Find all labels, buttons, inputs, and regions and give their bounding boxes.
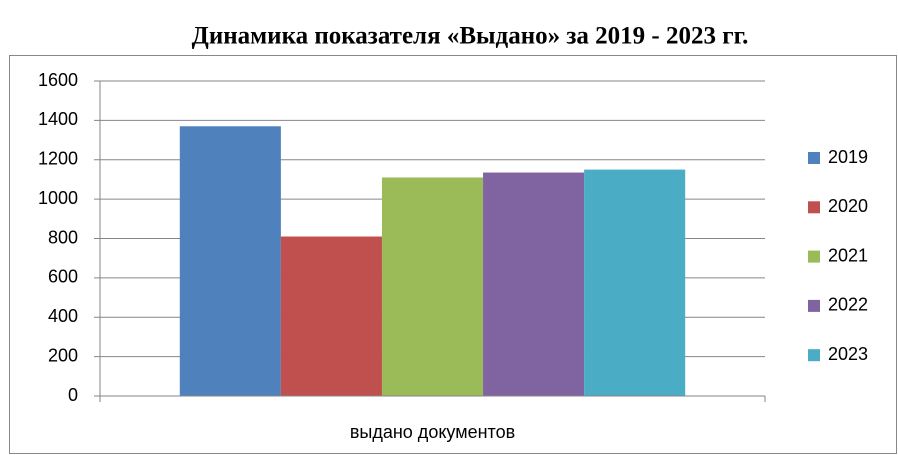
legend-swatch <box>808 201 820 214</box>
y-tick-label: 1200 <box>38 149 78 169</box>
bar <box>179 126 281 396</box>
legend-swatch <box>808 250 820 263</box>
legend-swatch <box>808 349 820 362</box>
y-tick-label: 400 <box>48 306 78 326</box>
legend-swatch <box>808 299 820 312</box>
legend-label: 2019 <box>828 147 868 167</box>
y-tick-label: 200 <box>48 345 78 365</box>
chart-title: Динамика показателя «Выдано» за 2019 - 2… <box>192 23 749 50</box>
y-tick-label: 1600 <box>38 70 78 90</box>
legend-label: 2023 <box>828 344 868 364</box>
y-tick-label: 1000 <box>38 188 78 208</box>
x-tick-label: выдано документов <box>350 422 515 442</box>
legend-label: 2020 <box>828 196 868 216</box>
legend-label: 2022 <box>828 295 868 315</box>
y-tick-label: 800 <box>48 227 78 247</box>
legend-swatch <box>808 152 820 164</box>
bar <box>584 169 686 396</box>
bar <box>280 236 382 396</box>
bar <box>483 172 585 396</box>
y-tick-label: 600 <box>48 267 78 287</box>
legend-label: 2021 <box>828 245 868 265</box>
bar <box>381 177 484 396</box>
y-tick-label: 0 <box>68 385 78 405</box>
y-tick-label: 1400 <box>38 109 78 129</box>
